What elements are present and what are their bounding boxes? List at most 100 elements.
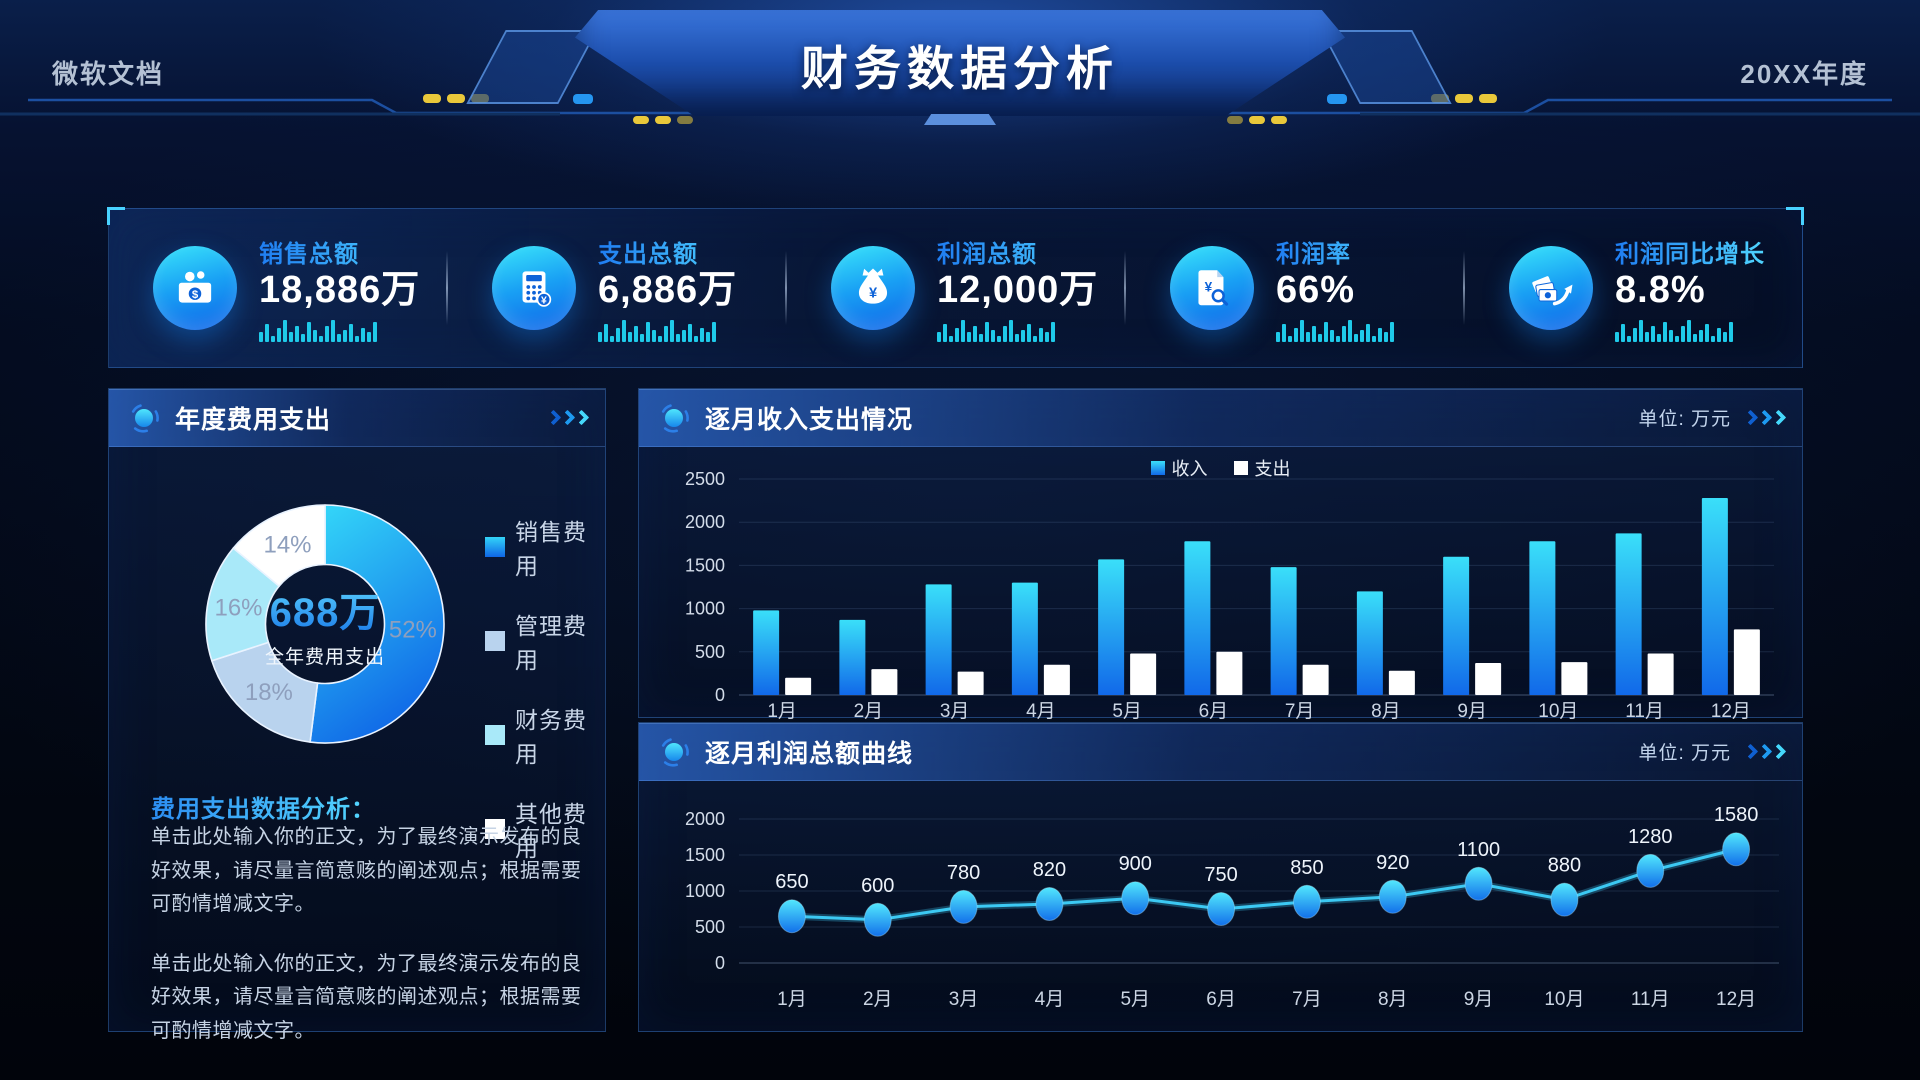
legend-swatch [1233, 461, 1248, 475]
line-xtick-label: 10月 [1544, 989, 1584, 1010]
legend-label: 销售费用 [515, 519, 587, 579]
legend-label: 其他费用 [515, 801, 587, 861]
annual-expense-panel: 年度费用支出 52% 18% 16% 14% 688万 全年费用支出 销售费用 管理费用… [108, 388, 606, 1042]
panel-title: 逐月利润总额曲线 [705, 739, 914, 768]
line-ytick-label: 1000 [685, 881, 725, 901]
panel-corner-accent [1786, 207, 1804, 225]
equalizer-bars-decoration [598, 318, 737, 343]
kpi-label: 利润同比增长 [1615, 234, 1765, 269]
line-value-label: 920 [1376, 852, 1409, 874]
kpi-info: 利润同比增长 8.8% [1615, 234, 1765, 343]
kpi-divider [446, 251, 448, 325]
line-xtick-label: 4月 [1035, 989, 1065, 1010]
panel-title: 逐月收入支出情况 [705, 405, 914, 434]
line-value-label: 1100 [1457, 839, 1500, 861]
kpi-label: 利润总额 [937, 234, 1098, 269]
kpi-card-3: ¥ 利润总额 12,000万 [787, 234, 1124, 343]
income-bar-8月 [1356, 591, 1383, 695]
bar-xtick-label: 4月 [1026, 701, 1056, 719]
expense-bar-4月 [1043, 664, 1070, 695]
kpi-divider [1124, 251, 1126, 325]
bar-xtick-label: 2月 [854, 701, 884, 719]
line-value-label: 820 [1033, 859, 1066, 881]
svg-text:¥: ¥ [1205, 280, 1213, 295]
kpi-value: 8.8% [1615, 268, 1706, 311]
line-value-label: 650 [775, 871, 808, 893]
income-bar-10月 [1529, 541, 1556, 695]
kpi-card-2: ¥ 支出总额 6,886万 [448, 234, 785, 343]
radar-dot-icon [657, 735, 691, 769]
line-xtick-label: 11月 [1631, 989, 1670, 1010]
expense-bar-7月 [1302, 664, 1329, 695]
document-type-label: 微软文档 [52, 59, 165, 89]
line-value-label: 880 [1548, 855, 1581, 877]
legend-item-其他费用[interactable]: 其他费用 [485, 795, 605, 863]
svg-text:$: $ [192, 289, 199, 301]
legend-item-管理费用[interactable]: 管理费用 [485, 607, 605, 675]
legend-item-财务费用[interactable]: 财务费用 [485, 701, 605, 769]
svg-text:¥: ¥ [869, 285, 878, 301]
bar-panel-header: 逐月收入支出情况 单位: 万元 [639, 389, 1802, 447]
more-chevrons-icon[interactable] [1742, 409, 1787, 426]
line-value-label: 900 [1119, 853, 1152, 875]
kpi-card-1: $ 销售总额 18,886万 [109, 234, 446, 343]
donut-slice-pct-label: 18% [245, 679, 293, 706]
kpi-divider [1463, 251, 1465, 325]
bar-xtick-label: 6月 [1199, 701, 1229, 719]
income-bar-9月 [1443, 556, 1470, 695]
bar-ytick-label: 1000 [685, 599, 725, 619]
kpi-info: 支出总额 6,886万 [598, 234, 737, 343]
bar-xtick-label: 12月 [1711, 701, 1751, 719]
line-marker-7月 [1292, 884, 1321, 919]
income-bar-12月 [1701, 498, 1728, 695]
analysis-paragraph: 单击此处输入你的正文，为了最终演示发布的良好效果，请尽量言简意赅的阐述观点；根据… [151, 826, 582, 916]
expense-bar-10月 [1561, 662, 1588, 695]
income-bar-2月 [839, 619, 866, 695]
bar-ytick-label: 500 [695, 642, 725, 662]
expense-bar-5月 [1130, 653, 1157, 695]
kpi-label: 利润率 [1276, 234, 1394, 269]
svg-text:¥: ¥ [541, 296, 547, 307]
kpi-value: 66% [1276, 268, 1356, 311]
more-chevrons-icon[interactable] [1742, 743, 1787, 760]
bar-legend-item-支出[interactable]: 支出 [1233, 455, 1291, 481]
page-title: 财务数据分析 [801, 42, 1119, 95]
line-ytick-label: 1500 [685, 845, 725, 865]
bar-xtick-label: 7月 [1285, 701, 1315, 719]
line-marker-2月 [863, 902, 892, 937]
line-xtick-label: 12月 [1716, 989, 1756, 1010]
donut-slice-pct-label: 52% [389, 617, 437, 644]
kpi-info: 销售总额 18,886万 [259, 234, 420, 343]
line-marker-12月 [1722, 832, 1751, 867]
line-marker-4月 [1035, 886, 1064, 921]
line-marker-9月 [1464, 866, 1493, 901]
legend-label: 收入 [1171, 459, 1208, 479]
line-ytick-label: 2000 [685, 809, 725, 829]
line-marker-10月 [1550, 882, 1579, 917]
bar-legend-item-收入[interactable]: 收入 [1150, 455, 1208, 481]
line-xtick-label: 7月 [1292, 989, 1322, 1010]
bar-xtick-label: 8月 [1371, 701, 1401, 719]
kpi-label: 销售总额 [259, 234, 420, 269]
kpi-card-4: ¥ 利润率 66% [1126, 234, 1463, 343]
monthly-profit-line-panel: 逐月利润总额曲线 单位: 万元 0 500 1000 1500 2000 650 1月 600… [638, 722, 1803, 1032]
expense-bar-9月 [1475, 663, 1502, 695]
line-value-label: 600 [861, 875, 894, 897]
legend-swatch [485, 819, 505, 839]
expense-bar-6月 [1216, 651, 1243, 695]
line-value-label: 850 [1290, 857, 1323, 879]
bar-ytick-label: 1500 [685, 555, 725, 575]
bar-xtick-label: 3月 [940, 701, 970, 719]
legend-label: 管理费用 [515, 613, 587, 673]
equalizer-bars-decoration [937, 318, 1098, 343]
legend-item-销售费用[interactable]: 销售费用 [485, 513, 605, 581]
wallet-dollar-icon: $ [153, 246, 237, 330]
line-ytick-label: 500 [695, 917, 725, 937]
more-chevrons-icon[interactable] [545, 409, 590, 426]
legend-swatch [485, 631, 505, 651]
bar-chart-legend: 收入 支出 [639, 455, 1802, 481]
line-xtick-label: 2月 [863, 989, 893, 1010]
line-marker-11月 [1636, 853, 1665, 888]
panel-title: 年度费用支出 [175, 405, 332, 434]
bar-xtick-label: 1月 [767, 701, 797, 719]
